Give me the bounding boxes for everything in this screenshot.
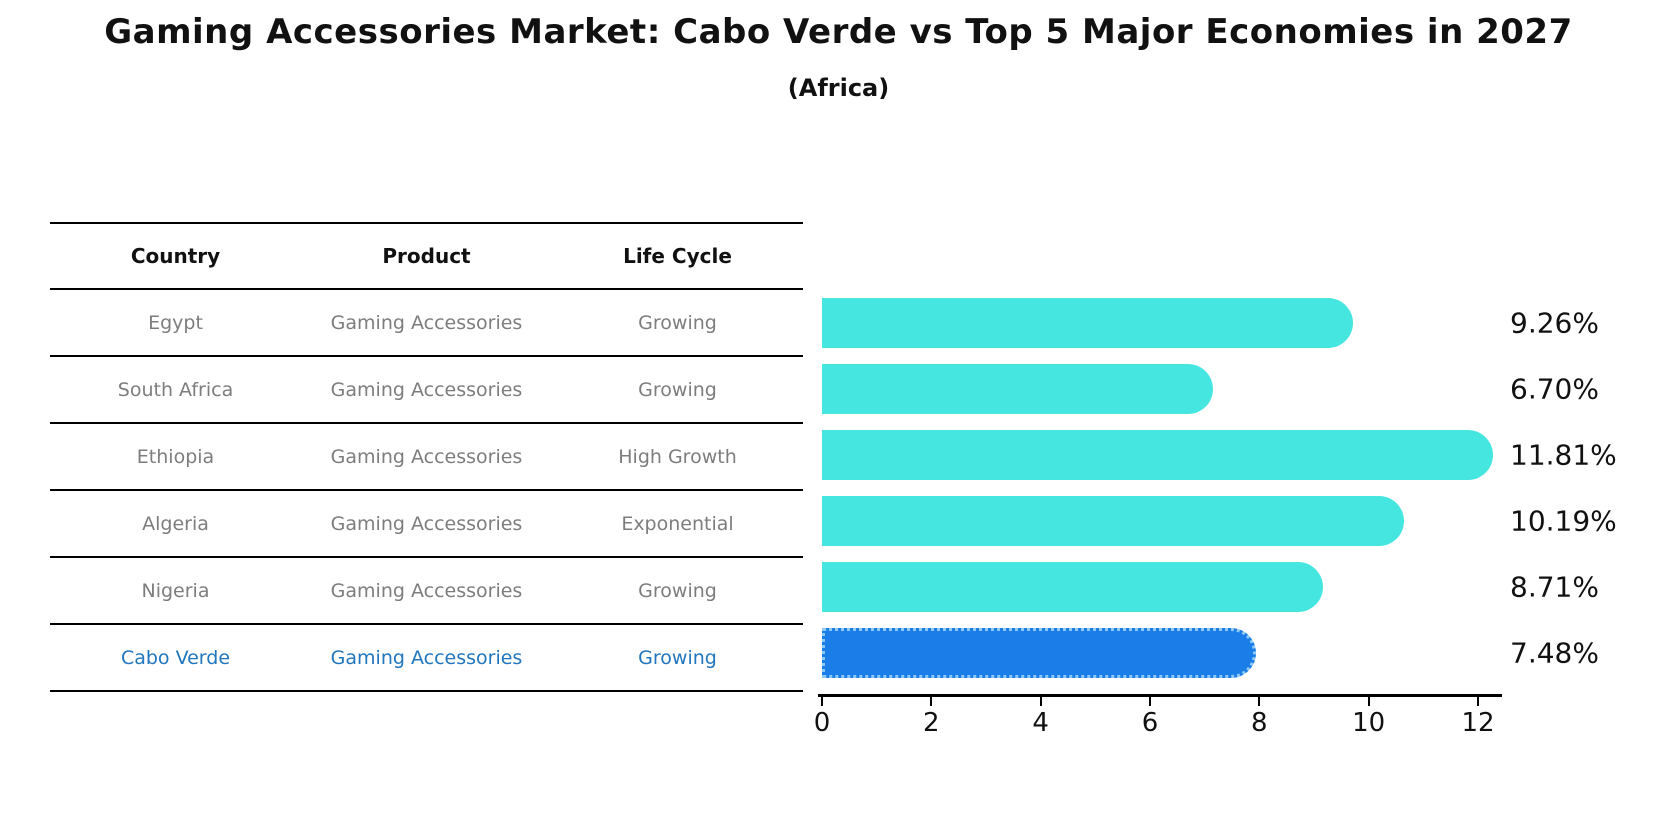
x-tick-mark-2: [930, 697, 933, 706]
cell-country: Algeria: [142, 512, 209, 535]
cell-country: Ethiopia: [136, 445, 215, 468]
chart-title: Gaming Accessories Market: Cabo Verde vs…: [104, 12, 1573, 52]
cell-product: Gaming Accessories: [330, 378, 523, 401]
table-row-algeria: Algeria Gaming Accessories Exponential: [50, 491, 803, 558]
cell-life-cycle: Growing: [638, 378, 717, 401]
table-header-row: Country Product Life Cycle: [50, 224, 803, 290]
x-tick-label-6: 6: [1141, 708, 1159, 738]
x-tick-mark-10: [1367, 697, 1370, 706]
value-label-south-africa: 6.70%: [1510, 372, 1599, 406]
cell-life-cycle: Growing: [638, 579, 717, 602]
x-tick-label-2: 2: [923, 708, 940, 738]
table-body: Egypt Gaming Accessories Growing South Afri…: [50, 290, 803, 692]
bar-nigeria: [822, 562, 1324, 612]
x-tick-mark-12: [1477, 697, 1479, 706]
cell-life-cycle: Growing: [638, 311, 717, 334]
cell-product: Gaming Accessories: [330, 579, 523, 602]
table-row-nigeria: Nigeria Gaming Accessories Growing: [50, 558, 803, 625]
table-row-cabo-verde: Cabo Verde Gaming Accessories Growing: [50, 625, 803, 692]
table-row-south-africa: South Africa Gaming Accessories Growing: [50, 357, 803, 424]
bar-algeria: [822, 496, 1405, 546]
country-table: Country Product Life Cycle Egypt Gaming A…: [50, 222, 803, 692]
x-tick-label-0: 0: [813, 708, 831, 738]
cell-life-cycle: Exponential: [621, 512, 734, 535]
x-tick-mark-4: [1039, 697, 1042, 706]
column-header-country: Country: [130, 244, 221, 268]
cell-country: Cabo Verde: [120, 646, 231, 669]
table-row-egypt: Egypt Gaming Accessories Growing: [50, 290, 803, 357]
x-tick-mark-6: [1149, 697, 1151, 706]
value-label-egypt: 9.26%: [1510, 306, 1599, 340]
x-tick-label-8: 8: [1251, 708, 1268, 738]
cell-life-cycle: Growing: [638, 646, 717, 669]
bar-cabo-verde: [822, 628, 1256, 678]
x-tick-label-12: 12: [1461, 708, 1495, 738]
table-row-ethiopia: Ethiopia Gaming Accessories High Growth: [50, 424, 803, 491]
x-tick-mark-0: [821, 697, 823, 706]
cell-product: Gaming Accessories: [330, 311, 523, 334]
chart-subtitle: (Africa): [787, 74, 890, 102]
x-axis-line: [818, 694, 1502, 697]
cell-product: Gaming Accessories: [330, 445, 523, 468]
bar-egypt: [822, 298, 1354, 348]
value-label-ethiopia: 11.81%: [1510, 438, 1617, 472]
bar-south-africa: [822, 364, 1214, 414]
cell-product: Gaming Accessories: [330, 512, 523, 535]
cell-country: South Africa: [117, 378, 234, 401]
cell-life-cycle: High Growth: [618, 445, 737, 468]
cell-country: Egypt: [148, 311, 203, 334]
value-label-nigeria: 8.71%: [1510, 570, 1599, 604]
column-header-life-cycle: Life Cycle: [623, 244, 732, 268]
column-header-product: Product: [382, 244, 471, 268]
x-tick-mark-8: [1258, 697, 1261, 706]
value-label-algeria: 10.19%: [1510, 504, 1617, 538]
bar-ethiopia: [822, 430, 1493, 480]
x-tick-label-10: 10: [1352, 708, 1386, 738]
value-label-cabo-verde: 7.48%: [1510, 636, 1599, 670]
cell-product: Gaming Accessories: [330, 646, 523, 669]
x-tick-label-4: 4: [1032, 708, 1049, 738]
cell-country: Nigeria: [141, 579, 210, 602]
